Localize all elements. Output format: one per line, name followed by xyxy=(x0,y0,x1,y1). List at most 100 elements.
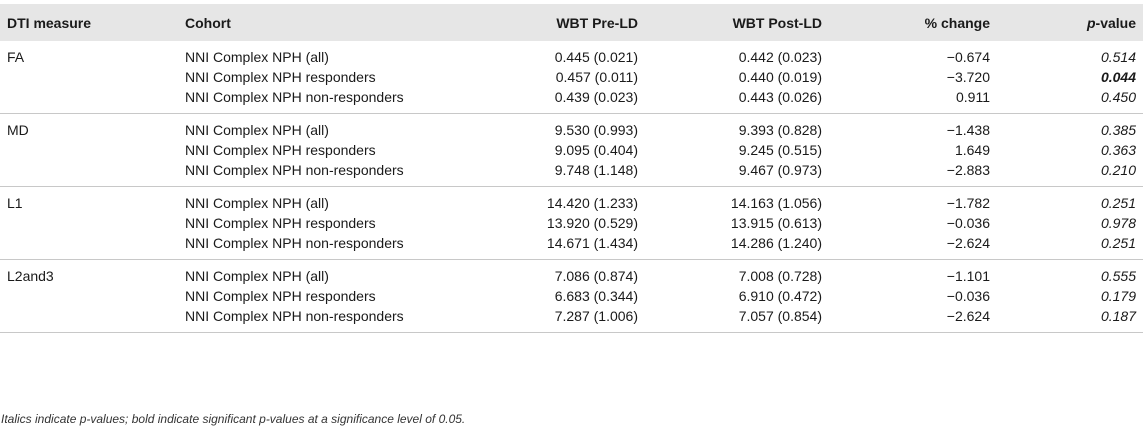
measure-group: L2and3 NNI Complex NPH (all) 7.086 (0.874)… xyxy=(0,260,1143,333)
cell-dti-measure: L1 xyxy=(7,195,23,211)
cell-dti-measure: L2and3 xyxy=(7,268,54,284)
cell-cohort: NNI Complex NPH non-responders xyxy=(185,162,404,178)
table-row: L1 NNI Complex NPH (all) 14.420 (1.233) 14.… xyxy=(0,187,1143,211)
cell-dti-measure xyxy=(0,65,178,89)
cell-p-value: 0.251 xyxy=(1100,195,1136,211)
table-row: NNI Complex NPH responders 13.920 (0.529)… xyxy=(0,211,1143,235)
cell-p-value: 0.179 xyxy=(1100,288,1136,304)
cell-wbt-pre-ld: 7.086 (0.874) xyxy=(554,268,638,284)
cell-wbt-pre-ld: 7.287 (1.006) xyxy=(554,308,638,324)
cell-cohort: NNI Complex NPH non-responders xyxy=(185,89,404,105)
cell-wbt-post-ld: 0.440 (0.019) xyxy=(738,69,822,85)
cell-cohort: NNI Complex NPH responders xyxy=(185,215,376,231)
table-row: FA NNI Complex NPH (all) 0.445 (0.021) 0.44… xyxy=(0,41,1143,65)
cell-cohort: NNI Complex NPH (all) xyxy=(185,268,329,284)
cell-dti-measure xyxy=(0,235,178,260)
cell-dti-measure xyxy=(0,89,178,114)
cell-p-value: 0.514 xyxy=(1100,49,1136,65)
cell-wbt-pre-ld: 14.420 (1.233) xyxy=(546,195,638,211)
cell-wbt-post-ld: 0.442 (0.023) xyxy=(738,49,822,65)
cell-dti-measure xyxy=(0,308,178,333)
cell-wbt-pre-ld: 0.439 (0.023) xyxy=(554,89,638,105)
table-row: NNI Complex NPH non-responders 7.287 (1.0… xyxy=(0,308,1143,333)
cell-wbt-post-ld: 9.245 (0.515) xyxy=(738,142,822,158)
header-wbt-pre-ld: WBT Pre-LD xyxy=(556,14,638,31)
cell-percent-change: −0.674 xyxy=(946,49,990,65)
header-wbt-post-ld: WBT Post-LD xyxy=(732,14,822,31)
cell-wbt-pre-ld: 9.095 (0.404) xyxy=(554,142,638,158)
cell-wbt-post-ld: 9.393 (0.828) xyxy=(738,122,822,138)
cell-p-value: 0.251 xyxy=(1100,235,1136,251)
cell-wbt-pre-ld: 13.920 (0.529) xyxy=(546,215,638,231)
cell-percent-change: −2.624 xyxy=(946,235,990,251)
cell-cohort: NNI Complex NPH (all) xyxy=(185,122,329,138)
cell-dti-measure: MD xyxy=(7,122,29,138)
cell-wbt-post-ld: 6.910 (0.472) xyxy=(738,288,822,304)
header-p-value-suffix: -value xyxy=(1095,14,1136,31)
cell-p-value-significant: 0.044 xyxy=(1100,69,1136,85)
cell-wbt-post-ld: 9.467 (0.973) xyxy=(738,162,822,178)
cell-cohort: NNI Complex NPH responders xyxy=(185,288,376,304)
cell-percent-change: −2.624 xyxy=(946,308,990,324)
cell-p-value: 0.555 xyxy=(1100,268,1136,284)
cell-percent-change: −1.101 xyxy=(946,268,990,284)
cell-p-value: 0.385 xyxy=(1100,122,1136,138)
cell-wbt-post-ld: 14.163 (1.056) xyxy=(730,195,822,211)
cell-wbt-post-ld: 7.008 (0.728) xyxy=(738,268,822,284)
cell-percent-change: 0.911 xyxy=(956,89,990,105)
header-p-value-italic: p xyxy=(1086,14,1096,31)
cell-percent-change: −1.782 xyxy=(946,195,990,211)
cell-percent-change: −0.036 xyxy=(946,288,990,304)
cell-dti-measure: FA xyxy=(7,49,25,65)
table-row: NNI Complex NPH responders 9.095 (0.404) 9… xyxy=(0,138,1143,162)
cell-wbt-pre-ld: 9.530 (0.993) xyxy=(554,122,638,138)
table-row: NNI Complex NPH responders 0.457 (0.011) 0… xyxy=(0,65,1143,89)
cell-percent-change: −1.438 xyxy=(946,122,990,138)
cell-p-value: 0.978 xyxy=(1100,215,1136,231)
table-row: NNI Complex NPH non-responders 14.671 (1.… xyxy=(0,235,1143,260)
cell-p-value: 0.450 xyxy=(1100,89,1136,105)
table-footnote: Italics indicate p-values; bold indicate… xyxy=(1,412,466,426)
header-p-value: p-value xyxy=(997,4,1143,41)
cell-percent-change: 1.649 xyxy=(954,142,990,158)
cell-dti-measure xyxy=(0,284,178,308)
cell-wbt-pre-ld: 14.671 (1.434) xyxy=(546,235,638,251)
cell-percent-change: −3.720 xyxy=(946,69,990,85)
measure-group: MD NNI Complex NPH (all) 9.530 (0.993) 9.39… xyxy=(0,114,1143,187)
cell-dti-measure xyxy=(0,162,178,187)
cell-wbt-post-ld: 0.443 (0.026) xyxy=(738,89,822,105)
table-row: MD NNI Complex NPH (all) 9.530 (0.993) 9.39… xyxy=(0,114,1143,138)
cell-wbt-pre-ld: 0.457 (0.011) xyxy=(555,69,638,85)
cell-wbt-post-ld: 7.057 (0.854) xyxy=(738,308,822,324)
cell-wbt-pre-ld: 9.748 (1.148) xyxy=(554,162,638,178)
table-row: NNI Complex NPH responders 6.683 (0.344) 6… xyxy=(0,284,1143,308)
header-cohort: Cohort xyxy=(185,14,231,31)
cell-dti-measure xyxy=(0,138,178,162)
cell-p-value: 0.363 xyxy=(1100,142,1136,158)
cell-wbt-pre-ld: 0.445 (0.021) xyxy=(554,49,638,65)
table-row: NNI Complex NPH non-responders 0.439 (0.0… xyxy=(0,89,1143,114)
cell-cohort: NNI Complex NPH non-responders xyxy=(185,308,404,324)
cell-percent-change: −0.036 xyxy=(946,215,990,231)
cell-cohort: NNI Complex NPH responders xyxy=(185,69,376,85)
measure-group: L1 NNI Complex NPH (all) 14.420 (1.233) 14.… xyxy=(0,187,1143,260)
header-percent-change: % change xyxy=(924,14,990,31)
cell-cohort: NNI Complex NPH (all) xyxy=(185,49,329,65)
cell-dti-measure xyxy=(0,211,178,235)
cell-cohort: NNI Complex NPH responders xyxy=(185,142,376,158)
measure-group: FA NNI Complex NPH (all) 0.445 (0.021) 0.44… xyxy=(0,41,1143,114)
cell-percent-change: −2.883 xyxy=(946,162,990,178)
cell-wbt-post-ld: 13.915 (0.613) xyxy=(730,215,822,231)
table-header: DTI measure Cohort WBT Pre-LD WBT Post-L… xyxy=(0,4,1143,41)
header-row: DTI measure Cohort WBT Pre-LD WBT Post-L… xyxy=(0,4,1143,41)
cell-wbt-post-ld: 14.286 (1.240) xyxy=(730,235,822,251)
cell-p-value: 0.187 xyxy=(1100,308,1136,324)
table-row: NNI Complex NPH non-responders 9.748 (1.1… xyxy=(0,162,1143,187)
header-dti-measure: DTI measure xyxy=(7,14,92,31)
table-row: L2and3 NNI Complex NPH (all) 7.086 (0.874)… xyxy=(0,260,1143,284)
cell-wbt-pre-ld: 6.683 (0.344) xyxy=(554,288,638,304)
dti-results-table: DTI measure Cohort WBT Pre-LD WBT Post-L… xyxy=(0,4,1143,333)
cell-p-value: 0.210 xyxy=(1100,162,1136,178)
cell-cohort: NNI Complex NPH non-responders xyxy=(185,235,404,251)
cell-cohort: NNI Complex NPH (all) xyxy=(185,195,329,211)
